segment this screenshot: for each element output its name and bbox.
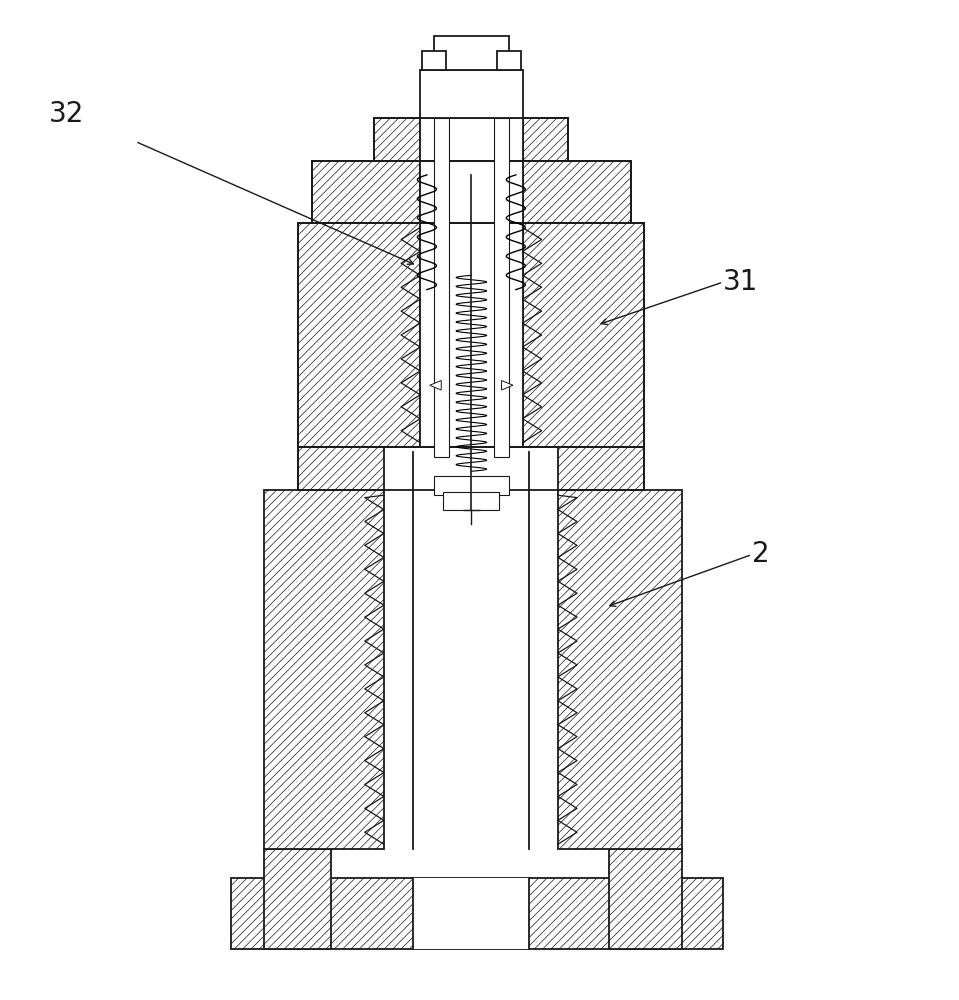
- Polygon shape: [265, 849, 331, 949]
- Polygon shape: [374, 118, 420, 161]
- Polygon shape: [298, 447, 384, 490]
- Bar: [422, 51, 446, 70]
- Polygon shape: [231, 878, 723, 949]
- Bar: [412, 481, 529, 859]
- Polygon shape: [430, 380, 441, 390]
- Text: 31: 31: [723, 268, 759, 296]
- Bar: [433, 118, 449, 457]
- Polygon shape: [298, 223, 420, 447]
- Polygon shape: [523, 161, 631, 223]
- Polygon shape: [558, 490, 682, 849]
- Bar: [433, 476, 509, 495]
- Polygon shape: [558, 447, 644, 490]
- Bar: [412, 878, 529, 949]
- Polygon shape: [265, 490, 384, 849]
- Bar: [497, 51, 521, 70]
- Bar: [443, 492, 499, 510]
- Polygon shape: [609, 849, 682, 949]
- Bar: [433, 36, 509, 70]
- Polygon shape: [502, 380, 513, 390]
- Text: 2: 2: [752, 540, 770, 568]
- Bar: [420, 118, 523, 447]
- Polygon shape: [313, 161, 420, 223]
- Bar: [494, 118, 509, 457]
- Bar: [420, 70, 523, 118]
- Polygon shape: [523, 118, 569, 161]
- Polygon shape: [523, 223, 644, 447]
- Text: 32: 32: [49, 100, 84, 128]
